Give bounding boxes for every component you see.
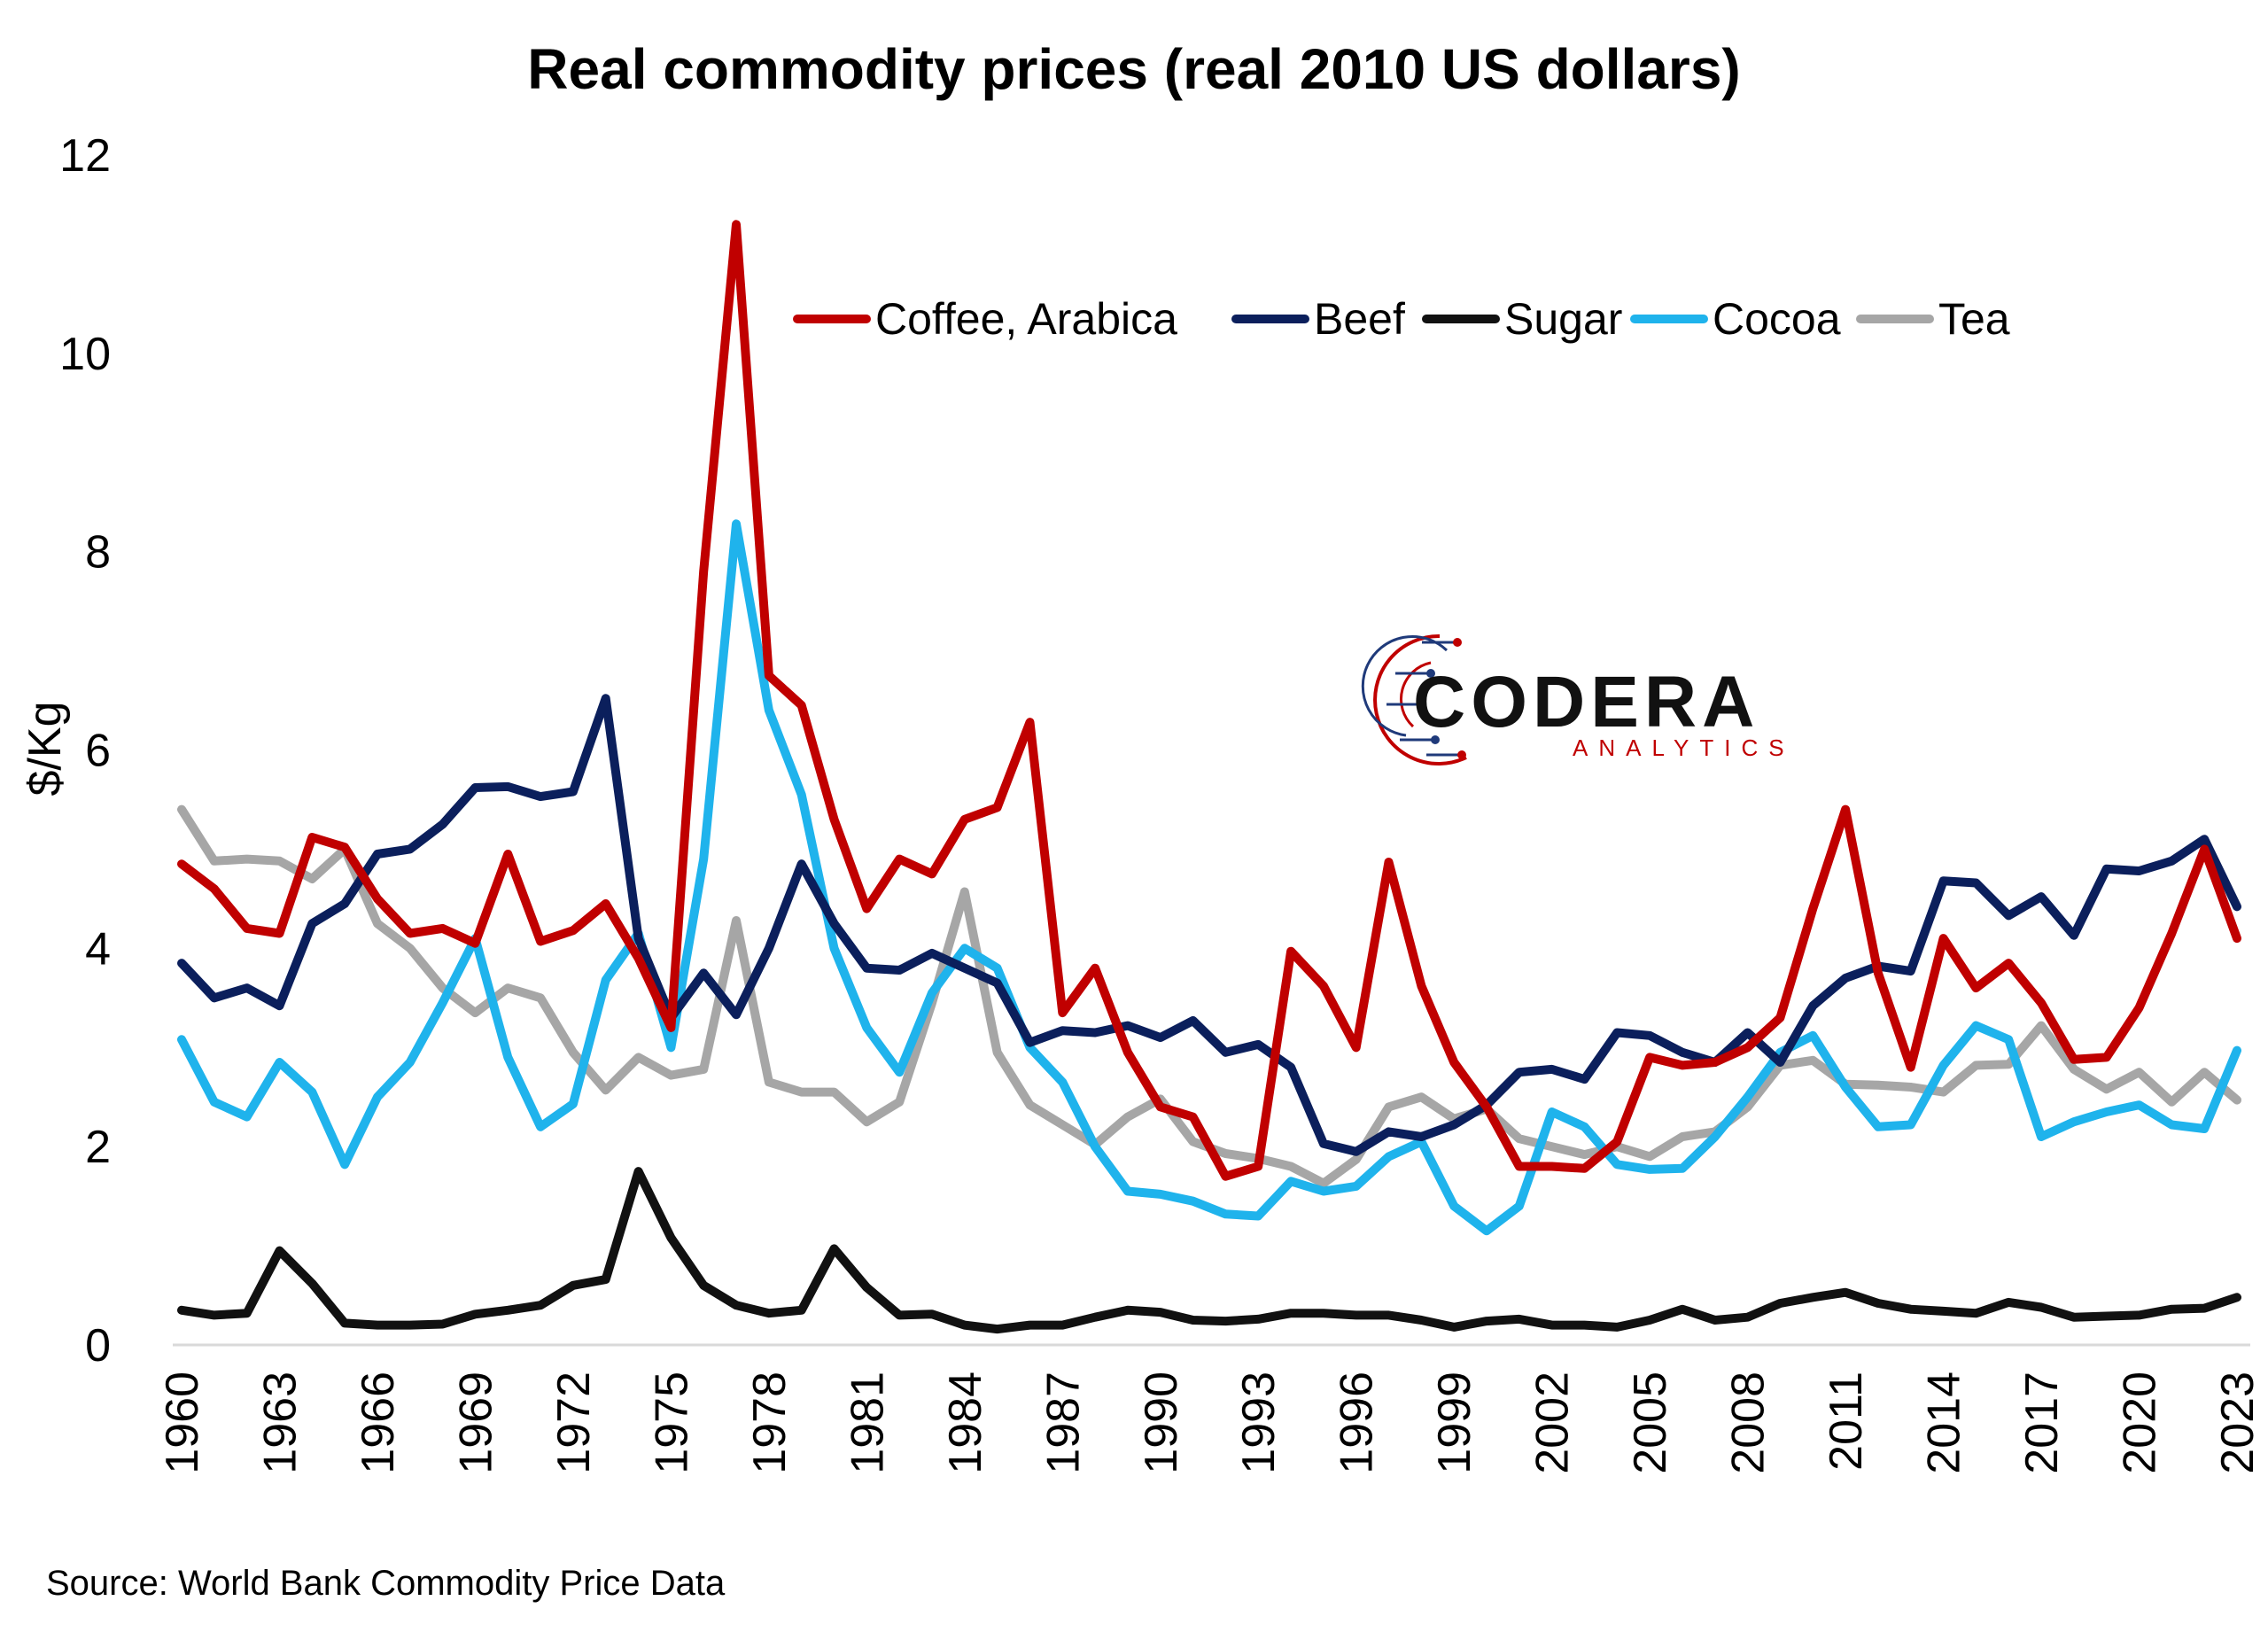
- circuit-circle-icon: [1361, 633, 1467, 765]
- y-tick-label: 0: [85, 1320, 111, 1372]
- x-tick-label: 1963: [254, 1372, 306, 1474]
- x-tick-label: 1960: [157, 1372, 208, 1474]
- codera-logo: CODERA ANALYTICS: [1361, 633, 1795, 765]
- x-tick-label: 1972: [548, 1372, 600, 1474]
- x-tick-label: 1969: [450, 1372, 501, 1474]
- x-tick-label: 2005: [1625, 1372, 1676, 1474]
- legend-label: Beef: [1314, 294, 1405, 344]
- legend: Coffee, Arabica Beef Sugar Cocoa Tea: [793, 294, 2010, 344]
- legend-label: Sugar: [1504, 294, 1622, 344]
- x-tick-label: 1978: [744, 1372, 796, 1474]
- x-tick-label: 1999: [1429, 1372, 1480, 1474]
- source-note: Source: World Bank Commodity Price Data: [46, 1564, 726, 1603]
- y-tick-label: 8: [85, 527, 111, 579]
- chart-title: Real commodity prices (real 2010 US doll…: [527, 37, 1740, 101]
- y-tick-label: 10: [59, 329, 111, 380]
- x-tick-label: 1981: [842, 1372, 893, 1474]
- y-axis-label: $/Kg: [19, 702, 71, 797]
- x-tick-label: 2020: [2115, 1372, 2166, 1474]
- y-tick-label: 12: [59, 130, 111, 182]
- series-line-coffee-arabica: [177, 220, 2241, 1181]
- series-line-cocoa: [177, 519, 2241, 1236]
- x-tick-label: 1987: [1037, 1372, 1089, 1474]
- x-tick-label: 1990: [1136, 1372, 1187, 1474]
- y-tick-label: 2: [85, 1122, 111, 1173]
- legend-label: Tea: [1938, 294, 2010, 344]
- x-tick-label: 1984: [940, 1372, 991, 1474]
- x-tick-label: 2023: [2212, 1372, 2264, 1474]
- x-tick-label: 2011: [1821, 1372, 1872, 1471]
- y-tick-label: 4: [85, 923, 111, 975]
- x-tick-label: 1993: [1233, 1372, 1285, 1474]
- legend-label: Cocoa: [1713, 294, 1841, 344]
- x-tick-label: 2008: [1723, 1372, 1775, 1474]
- series-line-sugar: [177, 1167, 2241, 1334]
- legend-label: Coffee, Arabica: [875, 294, 1177, 344]
- x-tick-label: 1966: [353, 1372, 404, 1474]
- series-line-beef: [177, 694, 2241, 1156]
- logo-sub: ANALYTICS: [1573, 734, 1795, 761]
- series-lines: [177, 220, 2241, 1334]
- x-tick-label: 2002: [1527, 1372, 1579, 1474]
- x-tick-label: 2014: [1919, 1372, 1970, 1474]
- y-tick-label: 6: [85, 726, 111, 777]
- x-tick-label: 2017: [2016, 1372, 2068, 1474]
- x-axis-ticks: 1960 1963 1966 1969 1972 1975 1978 1981 1984 1987…: [157, 1372, 2264, 1474]
- x-tick-label: 1996: [1332, 1372, 1383, 1474]
- logo-name: CODERA: [1413, 662, 1759, 742]
- y-axis-ticks: 0 2 4 6 8 10 12: [59, 130, 111, 1372]
- x-tick-label: 1975: [646, 1372, 697, 1474]
